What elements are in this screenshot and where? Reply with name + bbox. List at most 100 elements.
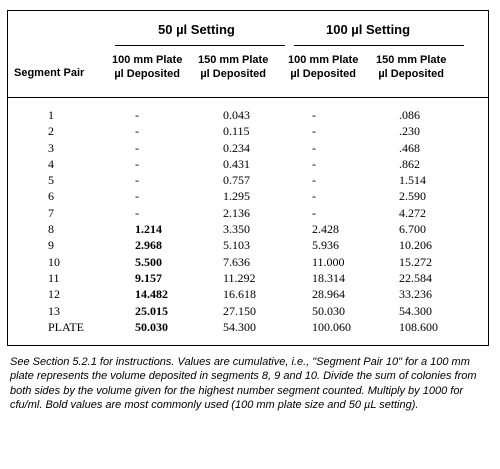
table-cell: 2.590 (399, 189, 426, 204)
table-cell: 0.431 (223, 156, 250, 171)
table-cell: 5.500 (135, 254, 162, 269)
table-cell: 54.300 (399, 303, 432, 318)
column-header-line: 150 mm Plate (198, 54, 269, 66)
table-cell: - (312, 140, 316, 155)
table-row: 3 - 0.234 - .468 (8, 140, 488, 156)
table-row: 10 5.500 7.636 11.000 15.272 (8, 254, 488, 270)
table-cell: 12 (48, 287, 60, 302)
table-cell: 27.150 (223, 303, 256, 318)
table-row: 4 - 0.431 - .862 (8, 156, 488, 172)
table-cell: 11.292 (223, 270, 256, 285)
table-cell: .862 (399, 156, 420, 171)
table-row: 11 9.157 11.292 18.314 22.584 (8, 270, 488, 286)
column-header-line: µl Deposited (114, 68, 180, 80)
table-row: 13 25.015 27.150 50.030 54.300 (8, 303, 488, 319)
table-cell: 15.272 (399, 254, 432, 269)
table-cell: 25.015 (135, 303, 168, 318)
table-cell: - (312, 173, 316, 188)
table-cell: 50.030 (312, 303, 345, 318)
column-header-segment-pair: Segment Pair (14, 67, 85, 79)
table-cell: 0.043 (223, 108, 250, 122)
table-row: 5 - 0.757 - 1.514 (8, 172, 488, 188)
table-cell: 7 (48, 205, 54, 220)
table-cell: .086 (399, 108, 420, 122)
table-cell: 11.000 (312, 254, 345, 269)
table-cell: - (312, 108, 316, 122)
table-cell: 6 (48, 189, 54, 204)
table-cell: 2.428 (312, 222, 339, 237)
table-cell: 18.314 (312, 270, 345, 285)
column-header-50ul-150mm: 150 mm Plate µl Deposited (198, 53, 268, 81)
group-header-50ul: 50 µl Setting (158, 22, 235, 37)
table-cell: 7.636 (223, 254, 250, 269)
table-cell: 5.936 (312, 238, 339, 253)
table-footnote: See Section 5.2.1 for instructions. Valu… (10, 356, 477, 411)
table-body: 1 - 0.043 - .086 2 - 0.115 - .230 3 - 0.234 - .468 4 - 0.… (8, 107, 488, 335)
table-cell: 6.700 (399, 222, 426, 237)
table-cell: - (135, 140, 139, 155)
table-cell: 3.350 (223, 222, 250, 237)
table-cell: 100.060 (312, 319, 351, 334)
table-cell: - (312, 124, 316, 139)
table-cell: - (135, 156, 139, 171)
volume-table: 50 µl Setting 100 µl Setting Segment Pai… (7, 10, 489, 346)
table-cell: 0.234 (223, 140, 250, 155)
table-cell: 33.236 (399, 287, 432, 302)
table-cell: 4.272 (399, 205, 426, 220)
table-cell: - (135, 108, 139, 122)
column-header-100ul-100mm: 100 mm Plate µl Deposited (288, 53, 358, 81)
table-cell: - (312, 156, 316, 171)
table-cell: 4 (48, 156, 54, 171)
table-cell: 54.300 (223, 319, 256, 334)
table-cell: - (135, 189, 139, 204)
group-underline-50ul (115, 45, 285, 46)
table-cell: 8 (48, 222, 54, 237)
table-cell: - (135, 124, 139, 139)
table-cell: - (312, 189, 316, 204)
column-header-line: µl Deposited (290, 68, 356, 80)
table-row: 9 2.968 5.103 5.936 10.206 (8, 237, 488, 253)
table-cell: 50.030 (135, 319, 168, 334)
column-header-line: 150 mm Plate (376, 54, 447, 66)
table-cell: 1.214 (135, 222, 162, 237)
table-cell: 0.115 (223, 124, 250, 139)
table-cell: PLATE (48, 319, 84, 334)
table-row: 6 - 1.295 - 2.590 (8, 188, 488, 204)
table-cell: 2.968 (135, 238, 162, 253)
table-cell: 5.103 (223, 238, 250, 253)
table-row: 1 - 0.043 - .086 (8, 107, 488, 123)
column-header-line: µl Deposited (200, 68, 266, 80)
column-header-line: µl Deposited (378, 68, 444, 80)
group-header-100ul: 100 µl Setting (326, 22, 411, 37)
table-cell: 10 (48, 254, 60, 269)
table-cell: 2 (48, 124, 54, 139)
table-cell: 5 (48, 173, 54, 188)
table-cell: - (312, 205, 316, 220)
table-cell: 1 (48, 108, 54, 122)
table-cell: 108.600 (399, 319, 438, 334)
table-cell: 1.514 (399, 173, 426, 188)
table-cell: - (135, 205, 139, 220)
table-cell: .468 (399, 140, 420, 155)
table-cell: 0.757 (223, 173, 250, 188)
table-row: 12 14.482 16.618 28.964 33.236 (8, 286, 488, 302)
group-underline-100ul (294, 45, 464, 46)
table-cell: 11 (48, 270, 60, 285)
table-row: 2 - 0.115 - .230 (8, 123, 488, 139)
header-rule (8, 97, 488, 98)
table-cell: .230 (399, 124, 420, 139)
table-cell: 1.295 (223, 189, 250, 204)
table-row: PLATE 50.030 54.300 100.060 108.600 (8, 319, 488, 335)
table-cell: 9.157 (135, 270, 162, 285)
table-cell: 13 (48, 303, 60, 318)
table-cell: 3 (48, 140, 54, 155)
table-row: 7 - 2.136 - 4.272 (8, 205, 488, 221)
table-cell: 16.618 (223, 287, 256, 302)
column-header-line: 100 mm Plate (112, 54, 183, 66)
column-header-line: 100 mm Plate (288, 54, 359, 66)
table-cell: 2.136 (223, 205, 250, 220)
table-cell: 10.206 (399, 238, 432, 253)
table-cell: 22.584 (399, 270, 432, 285)
table-cell: 9 (48, 238, 54, 253)
table-cell: - (135, 173, 139, 188)
